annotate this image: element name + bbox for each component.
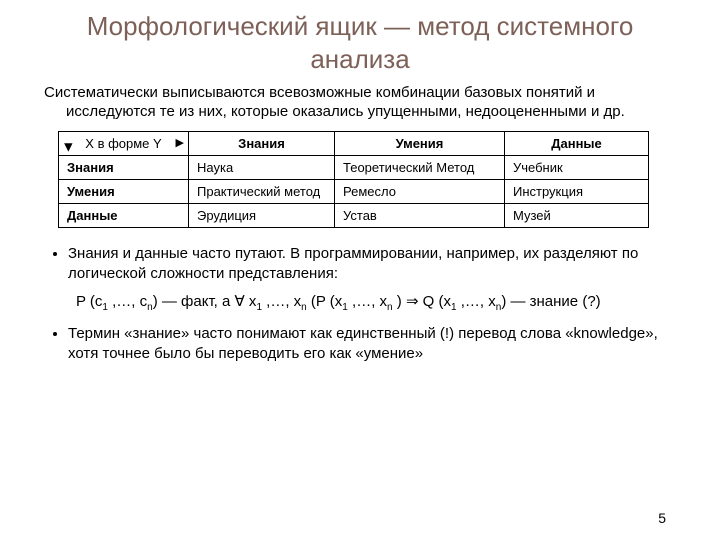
bullet-text: Знания и данные часто путают. В программ… xyxy=(68,245,638,282)
f-frag: ) — факт, а xyxy=(153,293,235,310)
f-frag: ) — знание (?) xyxy=(501,293,600,310)
f-frag: ,…, c xyxy=(108,293,147,310)
f-frag: x xyxy=(245,293,257,310)
list-item: Знания и данные часто путают. В программ… xyxy=(68,244,676,314)
corner-label: X в форме Y xyxy=(85,136,161,151)
f-frag: ) xyxy=(393,293,406,310)
row-header: Знания xyxy=(59,156,189,180)
implies-icon: ⇒ xyxy=(406,293,419,310)
f-frag: ,…, x xyxy=(262,293,301,310)
f-frag: P (c xyxy=(76,293,102,310)
table-cell: Теоретический Метод xyxy=(335,156,505,180)
row-header: Умения xyxy=(59,180,189,204)
f-frag: ,…, x xyxy=(348,293,387,310)
table-cell: Эрудиция xyxy=(189,204,335,228)
table-cell: Учебник xyxy=(505,156,649,180)
arrow-down-icon: ▶ xyxy=(63,144,76,152)
table-row: Данные Эрудиция Устав Музей xyxy=(59,204,649,228)
bullet-list: Знания и данные часто путают. В программ… xyxy=(44,244,676,363)
col-header: Данные xyxy=(505,132,649,156)
table-header-row: X в форме Y ▶ ▶ Знания Умения Данные xyxy=(59,132,649,156)
page-number: 5 xyxy=(658,510,666,526)
table-corner-cell: X в форме Y ▶ ▶ xyxy=(59,132,189,156)
table-cell: Ремесло xyxy=(335,180,505,204)
arrow-right-icon: ▶ xyxy=(176,136,184,149)
f-frag: ,…, x xyxy=(457,293,496,310)
intro-paragraph: Систематически выписываются всевозможные… xyxy=(66,83,676,121)
table-cell: Устав xyxy=(335,204,505,228)
table-row: Знания Наука Теоретический Метод Учебник xyxy=(59,156,649,180)
f-frag: (P (x xyxy=(307,293,343,310)
table-row: Умения Практический метод Ремесло Инстру… xyxy=(59,180,649,204)
table-cell: Инструкция xyxy=(505,180,649,204)
table-cell: Практический метод xyxy=(189,180,335,204)
row-header: Данные xyxy=(59,204,189,228)
morph-table-wrap: X в форме Y ▶ ▶ Знания Умения Данные Зна… xyxy=(58,131,676,228)
page-title: Морфологический ящик — метод системного … xyxy=(44,10,676,75)
morph-table: X в форме Y ▶ ▶ Знания Умения Данные Зна… xyxy=(58,131,649,228)
formula: P (c1 ,…, cn) — факт, а ∀ x1 ,…, xn (P (… xyxy=(76,292,676,314)
f-frag: Q (x xyxy=(419,293,452,310)
forall-icon: ∀ xyxy=(235,293,245,310)
list-item: Термин «знание» часто понимают как единс… xyxy=(68,324,676,364)
col-header: Умения xyxy=(335,132,505,156)
table-cell: Музей xyxy=(505,204,649,228)
col-header: Знания xyxy=(189,132,335,156)
table-cell: Наука xyxy=(189,156,335,180)
